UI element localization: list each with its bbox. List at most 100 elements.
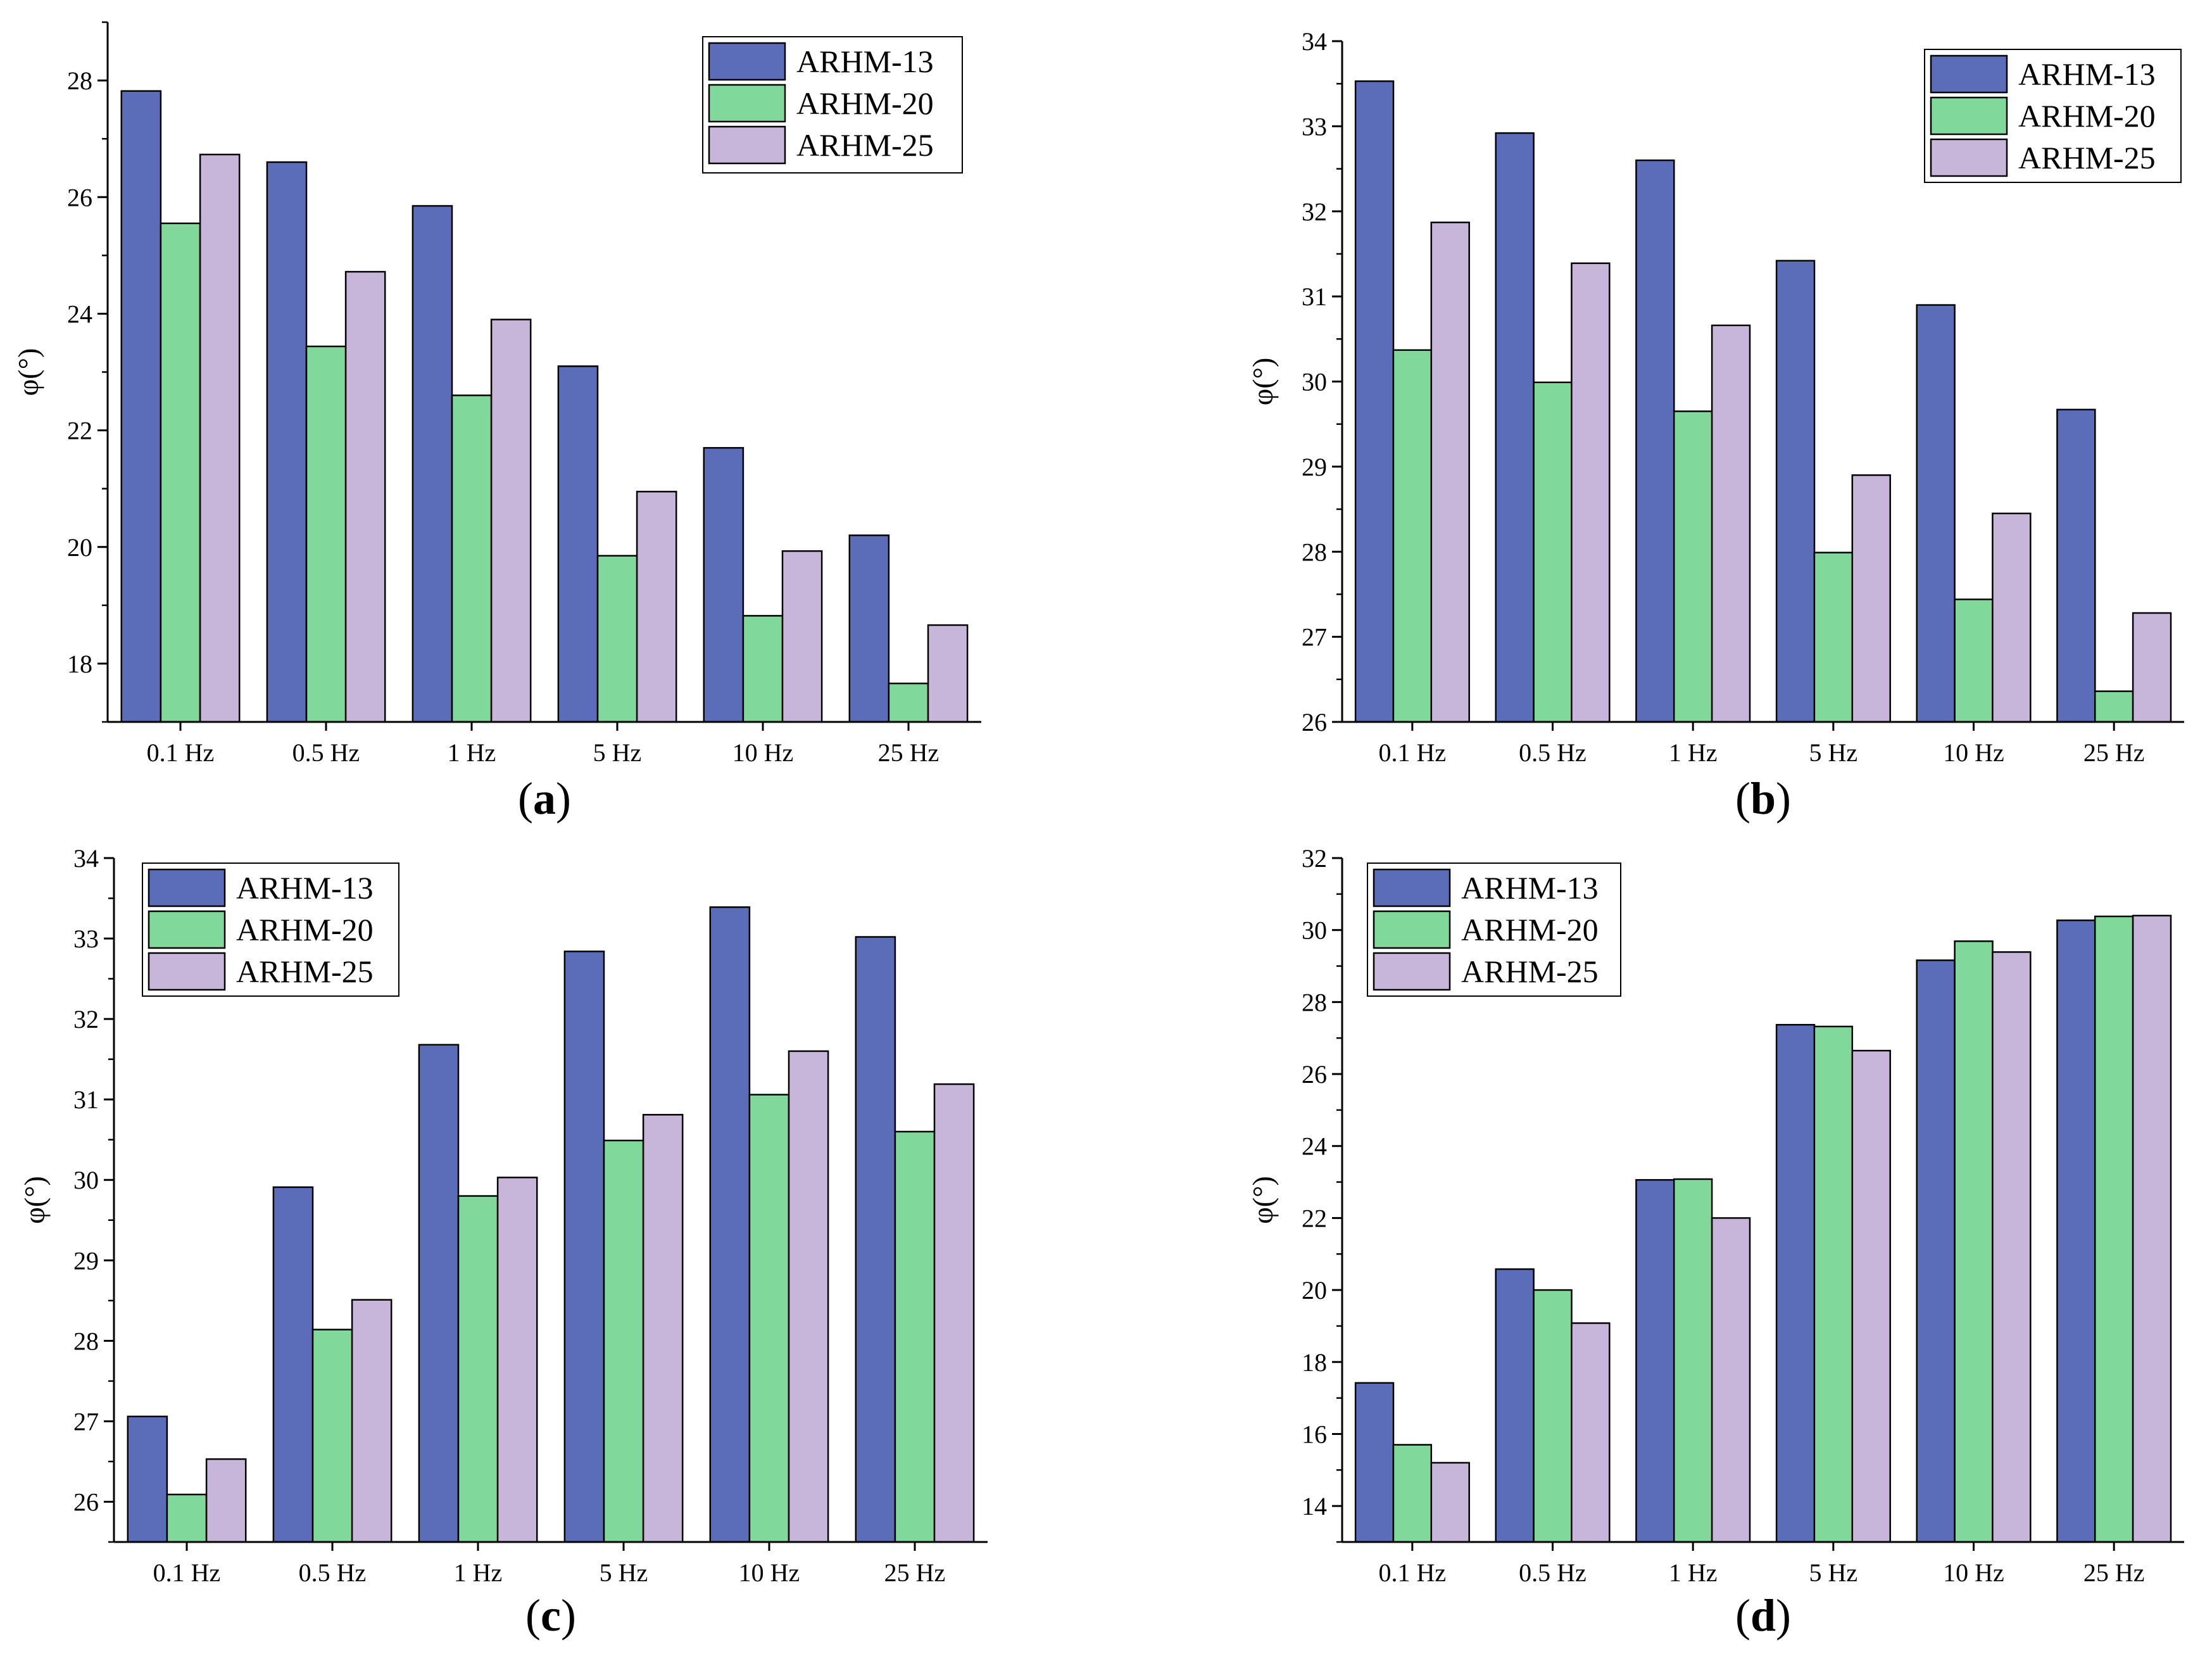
legend-swatch-arhm-20 [148, 910, 226, 949]
bar-arhm-13-25Hz [2056, 408, 2096, 723]
x-tick-label-5Hz: 5 Hz [600, 1558, 648, 1587]
y-tick-label-28: 28 [73, 1327, 99, 1355]
x-tick-label-01Hz: 0.1 Hz [1379, 1558, 1447, 1587]
bar-arhm-20-05Hz [305, 345, 347, 723]
legend: ARHM-13 ARHM-20 ARHM-25 [1367, 862, 1621, 997]
x-tick-label-01Hz: 0.1 Hz [147, 738, 215, 767]
legend-label-arhm-13: ARHM-13 [2018, 56, 2156, 92]
x-tick-label-1Hz: 1 Hz [454, 1558, 503, 1587]
x-tick-label-5Hz: 5 Hz [1809, 738, 1858, 767]
bar-arhm-25-10Hz [781, 550, 823, 723]
panel-c: 26 27 28 29 30 31 32 33 34 0.1 Hz 0.5 Hz 1 Hz 5 Hz 10… [18, 844, 988, 1641]
legend-label-arhm-13: ARHM-13 [796, 44, 934, 79]
bar-arhm-13-05Hz [272, 1186, 314, 1543]
legend-swatch-arhm-13 [708, 42, 786, 81]
legend-swatch-arhm-13 [148, 868, 226, 907]
legend-swatch-arhm-20 [1930, 96, 2008, 136]
legend-label-arhm-13: ARHM-13 [1461, 870, 1599, 906]
legend-swatch-arhm-13 [1930, 54, 2008, 94]
x-tick-label-25Hz: 25 Hz [2083, 1558, 2145, 1587]
bar-arhm-25-01Hz [1430, 1462, 1470, 1543]
y-tick-label-26: 26 [1302, 708, 1327, 736]
x-tick-label-01Hz: 0.1 Hz [1379, 738, 1447, 767]
bar-arhm-13-25Hz [2056, 919, 2096, 1543]
legend: ARHM-13 ARHM-20 ARHM-25 [142, 862, 399, 997]
x-tick-label-10Hz: 10 Hz [739, 1558, 800, 1587]
panel-label-letter: b [1750, 773, 1776, 824]
y-tick-label-24: 24 [67, 300, 92, 328]
y-tick-label-32: 32 [1302, 198, 1327, 226]
x-tick-label-25Hz: 25 Hz [884, 1558, 946, 1587]
bar-arhm-20-25Hz [894, 1130, 936, 1543]
bar-arhm-13-01Hz [1354, 1382, 1395, 1543]
panel-b: 26 27 28 29 30 31 32 33 34 0.1 Hz 0.5 Hz 1 Hz 5 Hz 10… [1247, 27, 2184, 824]
x-tick-label-10Hz: 10 Hz [732, 738, 794, 767]
y-tick-label-26: 26 [1302, 1060, 1327, 1089]
legend-swatch-arhm-25 [1373, 952, 1451, 991]
y-tick-label-29: 29 [73, 1246, 99, 1275]
bar-arhm-25-25Hz [927, 624, 969, 723]
y-tick-label-30: 30 [73, 1166, 99, 1194]
bar-arhm-20-1Hz [451, 395, 493, 723]
panel-d: 14 16 18 20 22 24 26 28 30 32 0.1 Hz 0.5 Hz 1 Hz 5 Hz… [1247, 844, 2184, 1641]
legend-label-arhm-25: ARHM-25 [796, 127, 934, 163]
bar-arhm-20-01Hz [166, 1493, 208, 1543]
legend-label-arhm-20: ARHM-20 [1461, 912, 1599, 947]
panel-label-letter: c [541, 1590, 561, 1641]
bar-arhm-25-5Hz [1851, 474, 1891, 723]
legend-label-arhm-20: ARHM-20 [2018, 98, 2156, 134]
legend: ARHM-13 ARHM-20 ARHM-25 [1924, 49, 2182, 183]
bar-arhm-25-05Hz [1571, 262, 1611, 723]
panel-label: (d) [1735, 1590, 1791, 1641]
bar-arhm-25-01Hz [1430, 221, 1470, 723]
y-tick-label-33: 33 [1302, 112, 1327, 141]
bar-arhm-20-05Hz [311, 1329, 353, 1543]
bar-arhm-20-5Hz [1813, 1025, 1854, 1543]
legend-label-arhm-25: ARHM-25 [236, 954, 374, 989]
x-tick-label-05Hz: 0.5 Hz [1519, 1558, 1587, 1587]
x-tick-label-1Hz: 1 Hz [1669, 738, 1718, 767]
bar-arhm-20-01Hz [160, 222, 201, 723]
bar-arhm-13-05Hz [1495, 132, 1535, 723]
y-tick-label-30: 30 [1302, 916, 1327, 945]
x-tick-label-25Hz: 25 Hz [2083, 738, 2145, 767]
x-tick-label-5Hz: 5 Hz [1809, 1558, 1858, 1587]
bar-arhm-20-25Hz [2094, 690, 2134, 723]
y-tick-label-27: 27 [73, 1407, 99, 1436]
y-tick-label-24: 24 [1302, 1132, 1327, 1161]
y-tick-label-26: 26 [73, 1488, 99, 1516]
panel-label: (b) [1735, 773, 1791, 824]
bar-arhm-20-5Hz [1813, 552, 1854, 723]
bar-arhm-13-5Hz [557, 365, 599, 723]
bar-arhm-13-1Hz [1635, 159, 1675, 723]
bar-arhm-13-05Hz [266, 161, 308, 723]
bar-arhm-20-10Hz [1954, 940, 1994, 1543]
bar-arhm-20-05Hz [1533, 381, 1573, 723]
y-tick-label-27: 27 [1302, 623, 1327, 652]
bar-arhm-25-05Hz [351, 1299, 393, 1543]
bar-arhm-13-01Hz [120, 90, 162, 723]
x-tick-label-1Hz: 1 Hz [448, 738, 496, 767]
bar-arhm-25-1Hz [1711, 1217, 1751, 1543]
bar-arhm-13-10Hz [709, 906, 751, 1543]
legend-label-arhm-25: ARHM-25 [2018, 140, 2156, 175]
y-tick-label-22: 22 [1302, 1204, 1327, 1232]
bar-arhm-20-01Hz [1392, 349, 1433, 723]
y-tick-label-30: 30 [1302, 368, 1327, 396]
y-tick-label-14: 14 [1302, 1492, 1327, 1520]
x-tick-label-05Hz: 0.5 Hz [1519, 738, 1587, 767]
panel-label-close: ) [561, 1590, 576, 1641]
legend-swatch-arhm-25 [708, 125, 786, 165]
y-tick-label-20: 20 [67, 533, 92, 562]
bar-arhm-20-10Hz [1954, 598, 1994, 723]
panel-label-open: ( [518, 773, 533, 824]
panel-a: 18 20 22 24 26 28 0.1 Hz 0.5 Hz 1 Hz 5 Hz 10 Hz 25 … [12, 21, 981, 824]
bar-arhm-13-5Hz [1775, 260, 1816, 723]
y-tick-label-32: 32 [73, 1005, 99, 1033]
panel-label-close: ) [556, 773, 571, 824]
bar-arhm-20-5Hz [596, 555, 638, 723]
panel-label-open: ( [525, 1590, 541, 1641]
y-tick-label-18: 18 [1302, 1348, 1327, 1377]
bar-arhm-13-10Hz [1916, 959, 1956, 1543]
y-tick-label-32: 32 [1302, 844, 1327, 873]
